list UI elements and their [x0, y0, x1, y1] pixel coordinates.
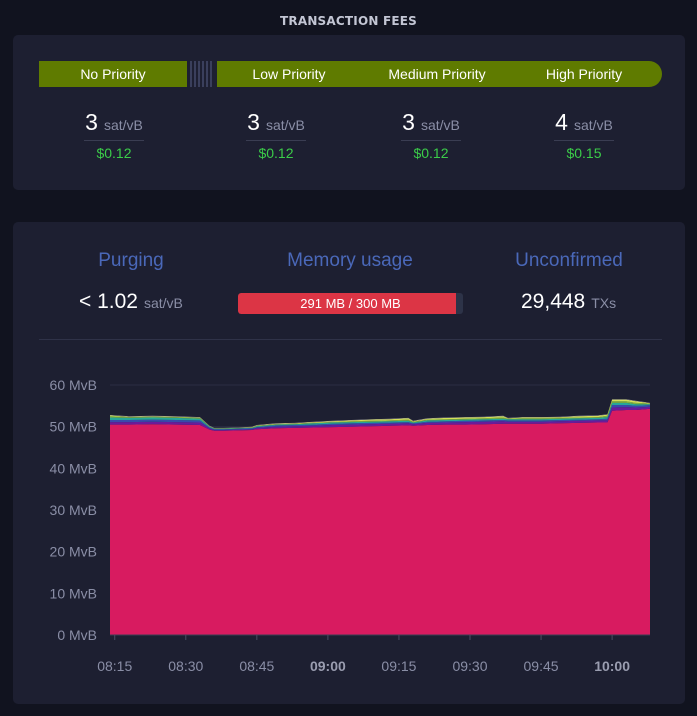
priority-gap-segment	[190, 61, 214, 87]
fee-column-no-priority: 3 sat/vB $0.12	[54, 109, 174, 161]
unconfirmed-number: 29,448	[521, 290, 586, 313]
priority-bar: No Priority Low Priority Medium Priority…	[39, 61, 662, 87]
fee-divider	[401, 140, 461, 141]
x-tick-label: 09:30	[452, 658, 487, 674]
y-tick-label: 50 MvB	[50, 419, 97, 435]
y-tick-label: 10 MvB	[50, 585, 97, 601]
fee-unit: sat/vB	[573, 117, 613, 133]
unconfirmed-value: 29,448 TXs	[521, 290, 616, 314]
fee-unit: sat/vB	[265, 117, 305, 133]
fee-column-high-priority: 4 sat/vB $0.15	[524, 109, 644, 161]
fee-rate: 3	[247, 109, 260, 135]
fee-rate: 4	[555, 109, 568, 135]
x-tick-label: 09:45	[524, 658, 559, 674]
fee-rate: 3	[85, 109, 98, 135]
x-tick-label: 08:30	[168, 658, 203, 674]
section-divider	[39, 339, 662, 340]
memory-usage-fill	[238, 293, 457, 314]
x-tick-label: 09:15	[381, 658, 416, 674]
fee-divider	[554, 140, 614, 141]
x-tick-label: 10:00	[594, 658, 630, 674]
medium-priority-label[interactable]: Medium Priority	[388, 66, 486, 82]
fee-unit: sat/vB	[103, 117, 143, 133]
fee-rate: 3	[402, 109, 415, 135]
x-tick-label: 09:00	[310, 658, 346, 674]
y-tick-label: 60 MvB	[50, 377, 97, 393]
fee-usd: $0.12	[96, 145, 132, 161]
fee-usd: $0.12	[413, 145, 449, 161]
mempool-card: Purging < 1.02 sat/vB Memory usage 291 M…	[13, 222, 685, 704]
fee-divider	[246, 140, 306, 141]
purging-title: Purging	[98, 250, 164, 271]
fee-divider	[84, 140, 144, 141]
fee-unit: sat/vB	[420, 117, 460, 133]
y-tick-label: 0 MvB	[57, 627, 97, 643]
y-tick-label: 30 MvB	[50, 502, 97, 518]
mempool-chart: 0 MvB 10 MvB 20 MvB 30 MvB 40 MvB 50 MvB 60 Mv…	[50, 377, 650, 674]
no-priority-segment[interactable]: No Priority	[39, 61, 187, 87]
y-tick-label: 20 MvB	[50, 544, 97, 560]
fee-usd: $0.15	[566, 145, 602, 161]
memory-usage-bar: 291 MB / 300 MB	[238, 293, 463, 314]
high-priority-label[interactable]: High Priority	[545, 66, 623, 82]
area-series-base	[110, 408, 650, 635]
transaction-fees-title: TRANSACTION FEES	[280, 14, 417, 28]
memory-usage-text: 291 MB / 300 MB	[300, 296, 401, 311]
purging-value: < 1.02 sat/vB	[79, 290, 183, 314]
y-tick-label: 40 MvB	[50, 460, 97, 476]
x-tick-label: 08:45	[239, 658, 274, 674]
fee-usd: $0.12	[258, 145, 294, 161]
unconfirmed-unit: TXs	[591, 295, 617, 311]
low-priority-label[interactable]: Low Priority	[252, 66, 326, 82]
priority-rest-segment	[217, 61, 662, 87]
purging-number: < 1.02	[79, 290, 138, 313]
area-series-purple	[110, 406, 650, 431]
memory-usage-title: Memory usage	[287, 250, 413, 271]
fee-column-medium-priority: 3 sat/vB $0.12	[371, 109, 491, 161]
unconfirmed-title: Unconfirmed	[515, 250, 623, 271]
x-tick-label: 08:15	[97, 658, 132, 674]
fees-card: No Priority Low Priority Medium Priority…	[13, 35, 685, 190]
purging-unit: sat/vB	[143, 295, 183, 311]
fee-column-low-priority: 3 sat/vB $0.12	[216, 109, 336, 161]
